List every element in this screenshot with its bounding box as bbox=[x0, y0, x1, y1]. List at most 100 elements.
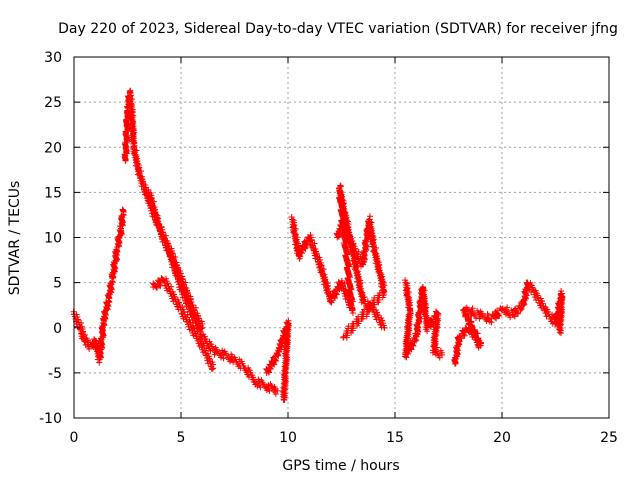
data-point bbox=[97, 350, 104, 357]
data-point bbox=[156, 281, 163, 288]
data-series bbox=[263, 317, 292, 403]
y-tick-label: -10 bbox=[39, 411, 62, 427]
data-series bbox=[401, 277, 446, 361]
data-point bbox=[471, 334, 478, 341]
data-point bbox=[302, 245, 309, 252]
data-point bbox=[336, 229, 343, 236]
data-point bbox=[410, 342, 417, 349]
data-point bbox=[119, 214, 126, 221]
data-point bbox=[109, 269, 116, 276]
data-point bbox=[81, 338, 88, 345]
data-point bbox=[331, 295, 338, 302]
data-point bbox=[515, 310, 522, 317]
data-point bbox=[116, 235, 123, 242]
data-point bbox=[267, 365, 274, 372]
data-point bbox=[343, 257, 350, 264]
y-tick-label: 10 bbox=[44, 231, 62, 247]
data-point bbox=[257, 384, 264, 391]
data-point bbox=[111, 260, 118, 267]
data-point bbox=[403, 354, 410, 361]
y-tick-label: 30 bbox=[44, 50, 62, 66]
data-point bbox=[348, 302, 355, 309]
data-point bbox=[208, 366, 215, 373]
data-point bbox=[346, 279, 353, 286]
data-point bbox=[342, 253, 349, 260]
data-point bbox=[415, 324, 422, 331]
data-series bbox=[121, 87, 281, 397]
x-tick-label: 25 bbox=[600, 430, 618, 446]
data-point bbox=[333, 290, 340, 297]
y-tick-label: 20 bbox=[44, 140, 62, 156]
data-point bbox=[514, 309, 521, 316]
data-point bbox=[468, 326, 475, 333]
data-point bbox=[122, 152, 129, 159]
data-point bbox=[492, 314, 499, 321]
data-point bbox=[413, 333, 420, 340]
data-point bbox=[120, 207, 127, 214]
data-point bbox=[220, 355, 227, 362]
data-point bbox=[349, 306, 356, 313]
data-point bbox=[345, 262, 352, 269]
data-point bbox=[359, 261, 366, 268]
data-point bbox=[340, 333, 347, 340]
data-point bbox=[556, 329, 563, 336]
data-point bbox=[276, 348, 283, 355]
data-point bbox=[556, 326, 563, 333]
y-tick-label: 5 bbox=[53, 276, 62, 292]
data-point bbox=[408, 346, 415, 353]
data-point bbox=[333, 291, 340, 298]
data-series bbox=[70, 206, 127, 366]
data-point bbox=[344, 266, 351, 273]
data-point bbox=[511, 313, 518, 320]
data-point bbox=[523, 287, 530, 294]
data-point bbox=[461, 332, 468, 339]
data-point bbox=[405, 350, 412, 357]
data-point bbox=[265, 369, 272, 376]
grid-layer bbox=[74, 57, 609, 418]
x-tick-label: 15 bbox=[386, 430, 404, 446]
tick-layer: 0 5 10 15 20 25 -10 -5 0 5 10 15 20 25 30 bbox=[39, 50, 618, 446]
data-point bbox=[416, 310, 423, 317]
data-series bbox=[333, 213, 388, 341]
data-point bbox=[123, 117, 130, 124]
data-point bbox=[154, 284, 161, 291]
data-point bbox=[462, 311, 469, 318]
data-series bbox=[150, 275, 217, 373]
data-point bbox=[454, 342, 461, 349]
data-point bbox=[210, 365, 217, 372]
y-tick-label: 25 bbox=[44, 95, 62, 111]
data-point bbox=[96, 359, 103, 366]
data-point bbox=[117, 223, 124, 230]
data-point bbox=[124, 121, 131, 128]
y-tick-label: -5 bbox=[48, 366, 62, 382]
data-point bbox=[299, 250, 306, 257]
data-point bbox=[427, 322, 434, 329]
data-point bbox=[105, 303, 112, 310]
data-point bbox=[551, 321, 558, 328]
data-point bbox=[272, 357, 279, 364]
data-point bbox=[361, 247, 368, 254]
data-point bbox=[155, 221, 162, 228]
data-point bbox=[275, 348, 282, 355]
data-point bbox=[328, 299, 335, 306]
data-point bbox=[124, 134, 131, 141]
data-point bbox=[122, 139, 129, 146]
data-point bbox=[122, 156, 129, 163]
data-point bbox=[86, 345, 93, 352]
data-point bbox=[363, 239, 370, 246]
data-point bbox=[424, 328, 431, 335]
data-point bbox=[123, 143, 130, 150]
data-point bbox=[327, 298, 334, 305]
y-tick-label: 15 bbox=[44, 185, 62, 201]
data-point bbox=[298, 249, 305, 256]
data-point bbox=[345, 270, 352, 277]
data-point bbox=[409, 341, 416, 348]
data-point bbox=[218, 354, 225, 361]
data-point bbox=[518, 306, 525, 313]
y-tick-label: 0 bbox=[53, 321, 62, 337]
data-point bbox=[211, 351, 218, 358]
data-point bbox=[273, 358, 280, 365]
data-point bbox=[123, 130, 130, 137]
x-tick-label: 20 bbox=[493, 430, 511, 446]
data-point bbox=[153, 283, 160, 290]
